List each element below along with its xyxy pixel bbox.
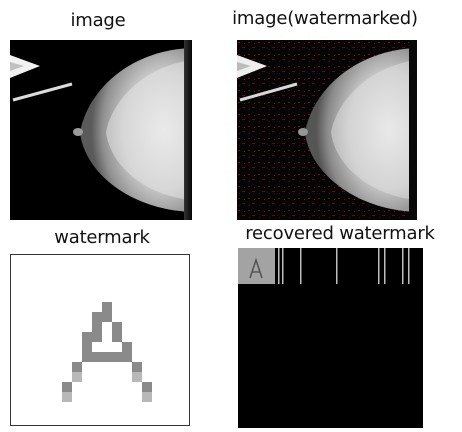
recovered-watermark-image — [238, 248, 423, 428]
recovered-artifact-line — [282, 248, 284, 284]
watermarked-mammogram-image — [237, 40, 417, 220]
watermark-pixel — [92, 322, 102, 332]
watermark-pixel — [72, 362, 82, 372]
recovered-tile — [238, 248, 275, 284]
watermark-pixel — [112, 332, 122, 342]
watermark-pixel — [142, 382, 152, 392]
watermarked-image-panel — [237, 40, 417, 220]
original-image-panel — [10, 40, 192, 220]
watermark-pixel — [112, 322, 122, 332]
watermark-pixel — [132, 362, 142, 372]
recovered-artifact-line — [300, 248, 302, 284]
watermark-pixel — [142, 392, 152, 402]
watermark-pixel — [92, 312, 102, 322]
watermark-pixel — [92, 352, 102, 362]
watermark-pixel — [132, 372, 142, 382]
watermark-pixel — [102, 352, 112, 362]
watermark-pixel — [92, 332, 102, 342]
recovered-tile-glyph — [249, 257, 263, 279]
recovered-artifact-line — [336, 248, 338, 284]
recovered-artifact-line — [384, 248, 386, 284]
watermark-glyph-image — [10, 254, 190, 426]
watermark-pixel — [82, 332, 92, 342]
watermark-pixel — [122, 352, 132, 362]
watermarked-image-title: image(watermarked) — [232, 8, 418, 29]
watermark-pixel — [122, 342, 132, 352]
watermark-panel — [10, 254, 190, 426]
recovered-artifact-line — [408, 248, 410, 284]
recovered-artifact-line — [402, 248, 404, 284]
watermark-pixel — [102, 312, 112, 322]
recovered-artifact-line — [278, 248, 280, 284]
recovered-artifact-lines — [278, 248, 410, 284]
watermark-pixel — [72, 372, 82, 382]
original-mammogram-image — [10, 40, 192, 220]
watermark-pixel — [82, 352, 92, 362]
recovered-watermark-panel — [238, 248, 423, 428]
recovered-watermark-title: recovered watermark — [245, 223, 435, 244]
watermark-pixel — [62, 392, 72, 402]
watermark-pixel — [102, 302, 112, 312]
watermark-pixel — [82, 342, 92, 352]
recovered-artifact-line — [378, 248, 380, 284]
image-title: image — [70, 10, 126, 31]
watermark-pixel — [112, 352, 122, 362]
watermark-pixel — [62, 382, 72, 392]
watermark-title: watermark — [54, 227, 150, 248]
